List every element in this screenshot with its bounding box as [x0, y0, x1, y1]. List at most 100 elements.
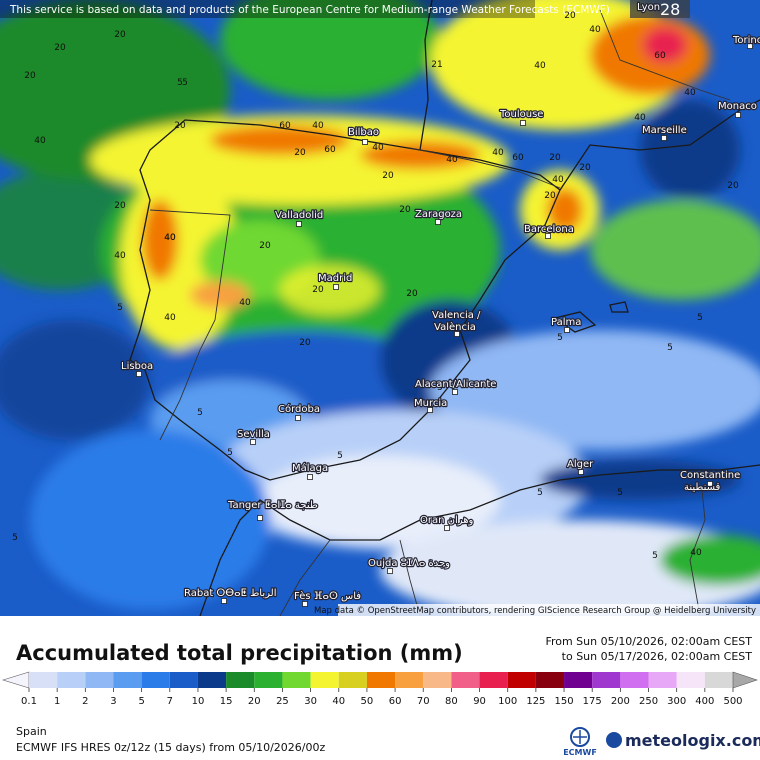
colorbar-tick-label: 175 [583, 696, 602, 707]
city-marker [661, 135, 667, 141]
contour-label: 20 [299, 338, 311, 348]
city-label: Córdoba [278, 403, 320, 415]
contour-label: 60 [654, 51, 666, 61]
colorbar-tick-label: 500 [723, 696, 742, 707]
colorbar-tick-label: 40 [332, 696, 345, 707]
colorbar-segment [564, 672, 593, 688]
city-marker [435, 219, 441, 225]
corner-value: 28 [660, 0, 680, 19]
colorbar-tick-label: 2 [82, 696, 88, 707]
corner-city: Lyon [637, 2, 660, 13]
city-label: Torino [732, 35, 760, 46]
colorbar-tick-label: 400 [695, 696, 714, 707]
colorbar-tick-label: 10 [192, 696, 205, 707]
city-label: Marseille [642, 125, 687, 136]
coastlines [129, 0, 760, 616]
city-marker [520, 120, 526, 126]
city-marker [454, 331, 460, 337]
colorbar-tick-label: 15 [220, 696, 233, 707]
contour-label: 20 [727, 181, 739, 191]
contour-label: 40 [684, 88, 696, 98]
colorbar-segment [282, 672, 311, 688]
colorbar-tick-label: 7 [167, 696, 173, 707]
colorbar-tick-label: 1 [54, 696, 60, 707]
city-label: Palma [551, 317, 581, 328]
colorbar-segment [197, 672, 227, 688]
colorbar-segment [254, 672, 283, 688]
city-marker [250, 439, 256, 445]
contour-label: 20 [114, 30, 126, 40]
colorbar-tick-label: 3 [110, 696, 116, 707]
city-marker [545, 233, 551, 239]
contour-label: 40 [589, 25, 601, 35]
contour-label: 5 [12, 533, 18, 543]
colorbar-arrow-high [732, 671, 758, 689]
contour-label: 60 [324, 145, 336, 155]
colorbar-tick-label: 100 [498, 696, 517, 707]
city-marker [257, 515, 263, 521]
colorbar-tick-label: 250 [639, 696, 658, 707]
city-label: Rabat ⵔⴱⴰⵟ الرباط [184, 588, 276, 599]
city-marker [295, 415, 301, 421]
contour-label: 5 [667, 343, 673, 353]
colorbar-tick-label: 25 [276, 696, 289, 707]
corner-box [630, 0, 690, 18]
city-marker [707, 481, 713, 487]
contour-label: 20 [382, 171, 394, 181]
contour-label: 40 [164, 233, 176, 243]
contour-label: 60 [512, 153, 524, 163]
contour-label: 5 [437, 383, 443, 393]
city-marker [564, 327, 570, 333]
colorbar-tick-label: 125 [526, 696, 545, 707]
contour-label: 20 [114, 201, 126, 211]
ecmwf-logo: ECMWF [563, 727, 597, 757]
contour-label: 20 [312, 285, 324, 295]
contour-label: 5 [537, 488, 543, 498]
colorbar-arrow-low [1, 671, 30, 689]
colorbar-tick-label: 80 [445, 696, 458, 707]
city-label: Zaragoza [415, 209, 462, 220]
colorbar-segment [648, 672, 677, 688]
colorbar-segment [85, 672, 114, 688]
city-marker [427, 407, 433, 413]
colorbar-segment [169, 672, 198, 688]
city-marker [362, 139, 368, 145]
region: Spain [16, 725, 47, 738]
legend-title: Accumulated total precipitation (mm) [16, 641, 463, 665]
contour-label: 20 [174, 121, 186, 131]
contour-label: 20 [24, 71, 36, 81]
contour-label: 20 [549, 153, 561, 163]
city-marker [452, 389, 458, 395]
contour-label: 20 [579, 163, 591, 173]
contour-label: 20 [294, 148, 306, 158]
colorbar-segment [592, 672, 621, 688]
contour-label: 5 [177, 78, 183, 88]
colorbar: 0.1 1 2 3 5 7 10 15 20 25 30 40 50 60 70 80 90 100 125 150 1… [1, 671, 758, 707]
city-label: Valencia / [432, 310, 481, 321]
city-label: Oran وهران [420, 515, 474, 526]
city-label: Alacant/Alicante [415, 379, 496, 390]
colorbar-segment [704, 672, 733, 688]
city-labels: Torino Monaco Toulouse Marseille Bilbao Valla… [120, 34, 760, 607]
colorbar-tick-label: 300 [667, 696, 686, 707]
contour-label: 40 [312, 121, 324, 131]
city-label: قسنطينة [684, 482, 721, 493]
colorbar-segment [226, 672, 255, 688]
contour-label: 40 [492, 148, 504, 158]
colorbar-segment [507, 672, 536, 688]
contour-label: 40 [164, 313, 176, 323]
contour-label: 40 [114, 251, 126, 261]
city-label: Constantine [680, 470, 740, 481]
period-to: to Sun 05/17/2026, 02:00am CEST [562, 650, 753, 663]
city-marker [307, 474, 313, 480]
colorbar-segment [620, 672, 649, 688]
colorbar-segment [366, 672, 396, 688]
city-label: Alger [567, 459, 594, 470]
contour-label: 40 [239, 298, 251, 308]
city-marker [735, 112, 741, 118]
city-marker [302, 601, 308, 607]
city-marker [333, 284, 339, 290]
colorbar-segment [29, 672, 58, 688]
